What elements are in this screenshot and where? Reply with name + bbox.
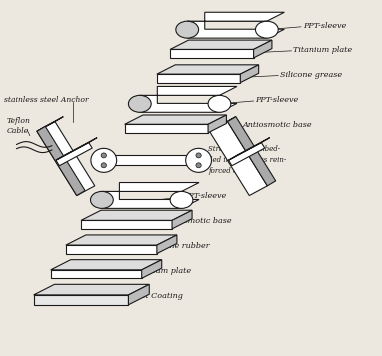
Ellipse shape [170, 192, 193, 208]
Circle shape [186, 148, 212, 172]
Circle shape [196, 153, 201, 158]
Text: Antiosmotic base: Antiosmotic base [163, 217, 232, 225]
Polygon shape [157, 74, 240, 83]
Circle shape [91, 148, 117, 172]
Polygon shape [157, 65, 259, 74]
Polygon shape [56, 138, 97, 160]
Polygon shape [170, 40, 272, 49]
Polygon shape [128, 284, 149, 305]
Polygon shape [228, 142, 265, 166]
Ellipse shape [128, 95, 151, 112]
Polygon shape [81, 210, 192, 220]
Polygon shape [104, 155, 199, 165]
Polygon shape [142, 260, 162, 278]
Ellipse shape [256, 21, 278, 38]
Polygon shape [51, 270, 142, 278]
Polygon shape [187, 12, 284, 38]
Polygon shape [102, 183, 199, 208]
Polygon shape [208, 115, 227, 133]
Text: Straingauge embed-
ded in fibreglass rein-
forced epoxy.: Straingauge embed- ded in fibreglass rei… [208, 145, 286, 175]
Text: Silicone grease: Silicone grease [280, 71, 342, 79]
Polygon shape [125, 115, 227, 124]
Text: PPT-sleeve: PPT-sleeve [303, 22, 346, 30]
Polygon shape [240, 65, 259, 83]
Polygon shape [209, 122, 267, 195]
Polygon shape [157, 235, 177, 253]
Text: stainless steel Anchor: stainless steel Anchor [5, 96, 89, 104]
Circle shape [196, 163, 201, 168]
Ellipse shape [176, 21, 199, 38]
Polygon shape [209, 117, 236, 131]
Text: Asphalt Coating: Asphalt Coating [119, 292, 184, 300]
Polygon shape [228, 138, 270, 160]
Polygon shape [37, 126, 85, 195]
Text: Antiosmotic base: Antiosmotic base [242, 121, 312, 129]
Polygon shape [34, 295, 128, 305]
Text: PPT-sleeve: PPT-sleeve [256, 96, 299, 104]
Text: Teflon
Cable: Teflon Cable [7, 116, 31, 135]
Polygon shape [172, 210, 192, 229]
Polygon shape [254, 40, 272, 58]
Circle shape [101, 153, 107, 158]
Polygon shape [170, 49, 254, 58]
Polygon shape [81, 220, 172, 229]
Polygon shape [37, 122, 95, 195]
Polygon shape [228, 117, 276, 186]
Polygon shape [66, 235, 177, 245]
Ellipse shape [208, 95, 231, 112]
Text: PPT-sleeve: PPT-sleeve [183, 192, 227, 200]
Circle shape [101, 163, 107, 168]
Ellipse shape [91, 192, 113, 208]
Polygon shape [37, 117, 63, 131]
Polygon shape [51, 260, 162, 270]
Text: Titanium plate: Titanium plate [132, 267, 191, 274]
Polygon shape [66, 245, 157, 253]
Polygon shape [140, 87, 237, 112]
Polygon shape [34, 284, 149, 295]
Polygon shape [125, 124, 208, 133]
Polygon shape [56, 142, 92, 166]
Text: Silicone rubber: Silicone rubber [147, 242, 210, 250]
Text: Titanium plate: Titanium plate [293, 46, 353, 54]
